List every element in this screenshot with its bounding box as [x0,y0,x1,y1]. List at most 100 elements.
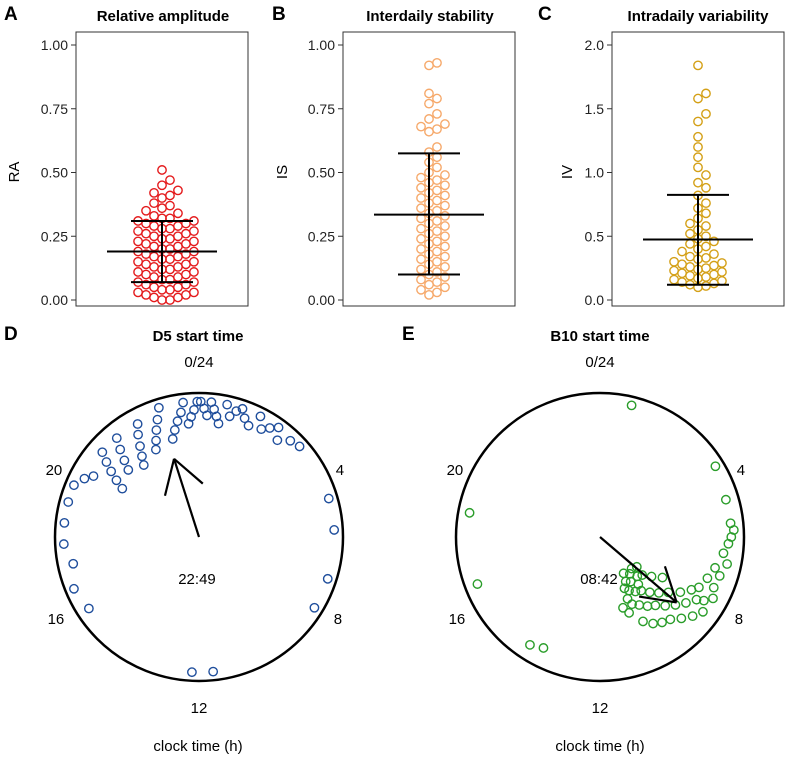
panel-a-data-point [149,272,159,282]
panel-a-frame [75,31,249,307]
panel-c-data-point [701,263,711,274]
panel-e-data-point [619,583,630,594]
panel-e-data-point [718,548,729,559]
panel-e-data-point [464,507,475,518]
panel-a-data-point [165,175,175,186]
panel-a-data-point [165,213,175,224]
panel-d-data-point [97,447,108,458]
panel-a-data-point [189,267,199,277]
panel-e-data-point [624,568,635,579]
panel-d-data-point [88,471,99,481]
panel-e-data-point [698,606,708,617]
panel-d-data-point [239,413,250,424]
panel-d-data-point [169,425,180,435]
panel-b-data-point [424,88,434,99]
panel-c-data-point [709,249,719,260]
panel-d-data-point [323,493,334,504]
panel-c-data-point [685,228,695,239]
panel-b-data-point [432,142,442,152]
panel-a-data-point [173,231,183,242]
panel-b-data-point [424,114,434,124]
panel-e-hour-label: 12 [592,700,609,717]
panel-b-data-point [416,193,426,203]
panel-a-data-point [173,282,183,293]
panel-b-title: Interdaily stability [366,8,494,25]
panel-b-data-point [424,126,434,137]
panel-b-data-point [440,221,450,231]
panel-a-data-point [157,180,167,191]
panel-a-data-point [133,256,143,267]
panel-c-data-point [701,272,711,282]
panel-e-hour-label: 0/24 [585,354,614,371]
panel-b-frame [342,31,516,307]
panel-c-data-point [701,253,711,263]
panel-a-data-point [173,272,183,282]
panel-b-data-point [432,236,442,247]
panel-b-data-point [440,119,450,129]
panel-c-data-point [701,170,711,180]
panel-e-data-point [622,593,633,604]
panel-a-data-point [141,228,151,239]
panel-e-data-point [642,601,653,612]
panel-e-data-point [687,611,698,622]
panel-c-data-point [677,268,687,279]
panel-b-data-point [440,231,450,242]
panel-d-data-point [63,497,74,507]
panel-a-data-point [149,221,159,231]
panel-c-data-point [709,260,719,271]
panel-d-data-point [222,399,233,410]
panel-e-mean-arrow [599,536,678,604]
panel-c-ytick-label: 0.5 [585,228,605,244]
panel-a-ytick-label: 0.00 [41,292,68,308]
panel-c-data-point [693,131,703,142]
panel-e-hour-label: 8 [735,611,743,628]
panel-a-data-point [157,284,167,295]
panel-b-data-point [432,57,442,68]
panel-d-data-point [192,396,203,407]
panel-b-data-point [432,195,442,206]
panel-a-data-point [133,287,143,298]
panel-d-data-point [329,525,340,535]
panel-b-data-point [424,98,434,109]
panel-c-data-point [677,259,687,270]
panel-d-data-point [187,667,197,678]
panel-d-data-point [119,455,130,466]
panel-e-data-point [720,494,731,505]
panel-e-data-point [472,579,483,589]
panel-a-ytick-label: 0.25 [41,228,68,244]
panel-d-data-point [133,429,143,440]
panel-d-data-point [132,419,143,429]
panel-d-data-point [58,539,69,549]
panel-c-ytick-label: 1.5 [585,101,605,117]
panel-e-data-point [525,639,535,650]
panel-a-data-point [165,295,175,305]
panel-e-xlabel: clock time (h) [555,738,644,755]
panel-b-data-point [440,282,450,293]
panel-e-data-point [710,461,721,472]
panel-d-clock-circle [53,391,345,683]
panel-d-data-point [123,465,134,475]
panel-b-data-point [440,251,450,262]
panel-c-frame [611,31,785,307]
panel-c-data-point [693,162,703,173]
panel-c-data-point [701,241,711,252]
panel-c-data-point [693,152,703,163]
panel-d-data-point [213,418,224,429]
panel-d-data-point [111,475,122,486]
panel-d-hour-label: 4 [336,462,344,479]
panel-c-data-point [701,182,711,193]
panel-d-data-point [285,435,296,446]
panel-e-data-point [681,598,691,608]
panel-d-data-point [231,406,242,417]
panel-a-data-point [149,282,159,293]
panel-a-data-point [133,267,143,277]
panel-e-data-point [636,585,647,596]
panel-e-mean-arrowhead [638,595,677,604]
panel-a-data-point [173,185,183,196]
panel-b-ytick-label: 0.75 [308,101,335,117]
panel-b-data-point [440,200,450,211]
panel-c-ytick-label: 2.0 [585,37,605,53]
panel-b-data-point [424,289,434,300]
panel-a-data-point [157,295,167,305]
panel-d-data-point [322,573,333,584]
